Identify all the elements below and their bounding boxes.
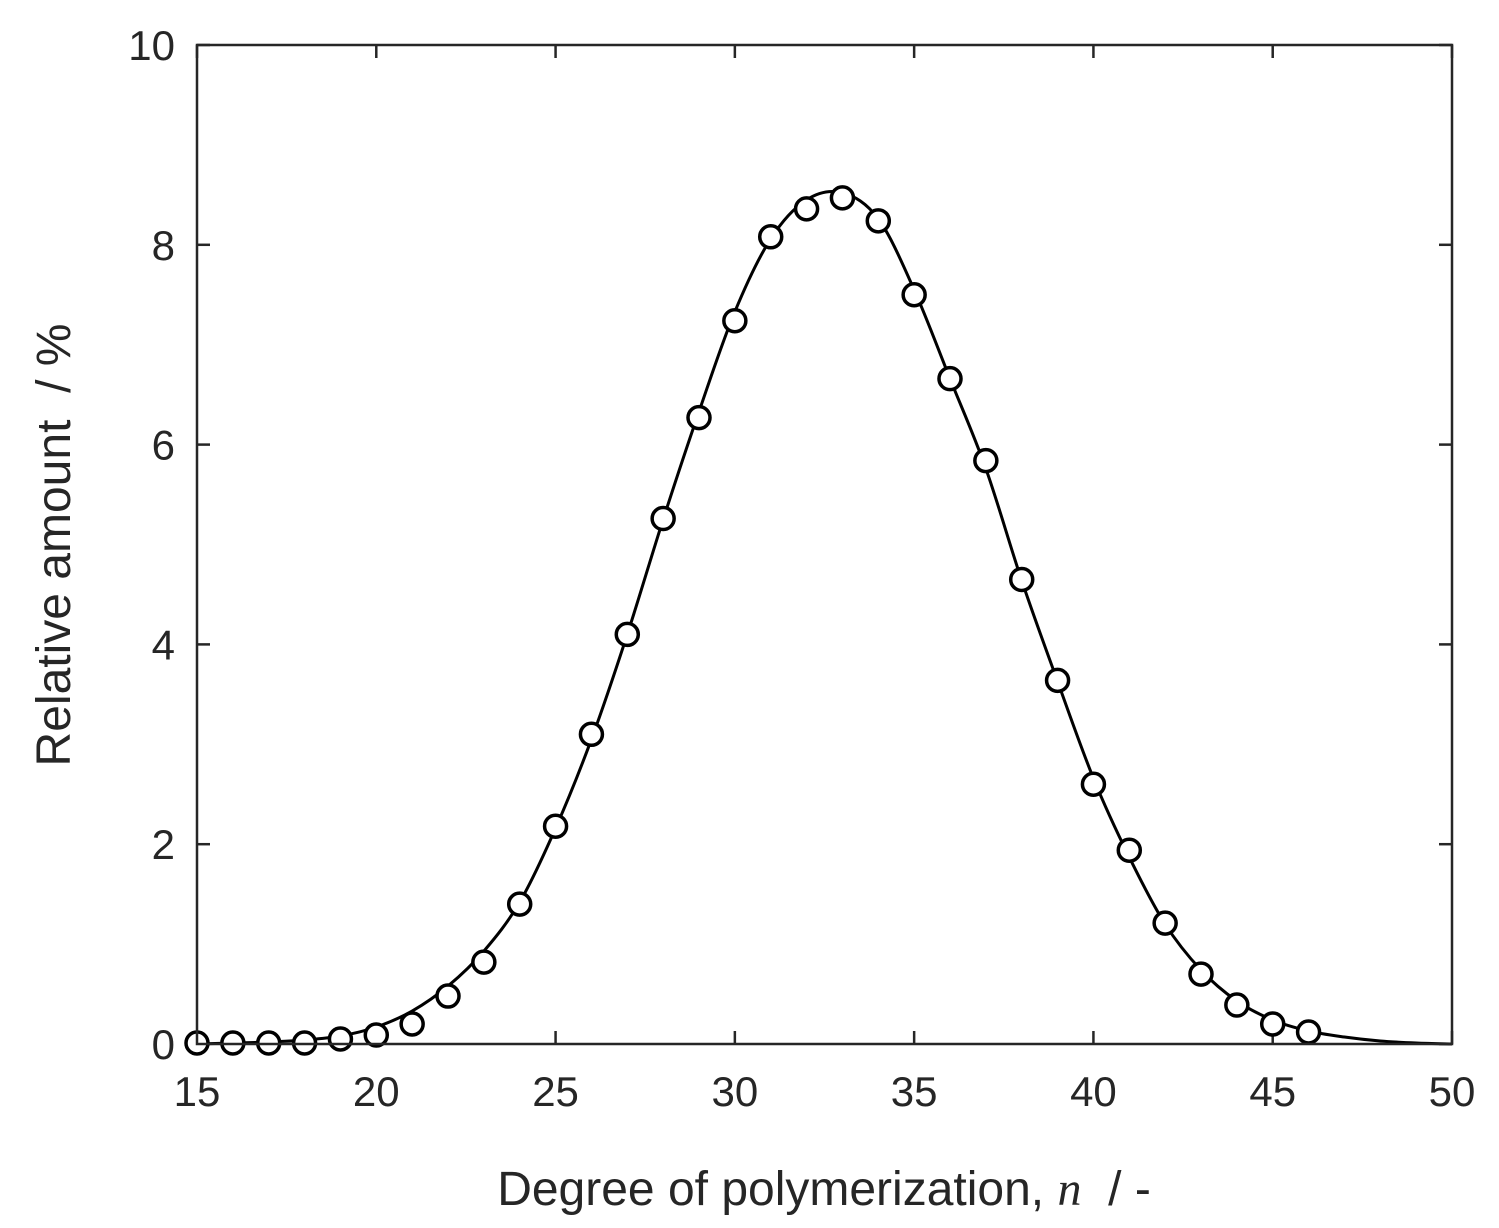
y-tick-label: 2	[152, 821, 175, 868]
y-tick-label: 8	[152, 222, 175, 269]
data-point	[1152, 910, 1178, 936]
x-tick-label: 30	[711, 1068, 758, 1115]
data-point	[937, 365, 963, 392]
data-point	[650, 505, 676, 532]
data-point	[399, 1011, 425, 1037]
x-axis-label: Degree of polymerization, n / -	[497, 1163, 1151, 1216]
x-axis-label-prefix: Degree of polymerization,	[497, 1163, 1057, 1216]
data-point	[793, 196, 820, 222]
data-point	[363, 1022, 390, 1048]
x-tick-label: 20	[353, 1068, 400, 1115]
plot-background	[197, 45, 1452, 1044]
data-point	[865, 208, 892, 234]
y-tick-label: 0	[152, 1021, 175, 1068]
data-point	[327, 1026, 354, 1052]
y-tick-label: 6	[152, 422, 175, 469]
y-tick-label: 4	[152, 621, 175, 668]
data-point	[973, 447, 999, 474]
data-point	[1295, 1019, 1322, 1045]
x-tick-label: 40	[1070, 1068, 1117, 1115]
data-point	[757, 224, 784, 250]
data-point	[686, 404, 712, 431]
x-tick-label: 50	[1429, 1068, 1476, 1115]
data-point	[435, 983, 461, 1009]
data-point	[722, 307, 748, 334]
data-markers	[184, 185, 1322, 1056]
x-axis-label-suffix: / -	[1081, 1163, 1150, 1216]
data-point	[1008, 566, 1035, 593]
data-point	[829, 185, 856, 211]
data-point	[1116, 837, 1143, 863]
data-point	[901, 282, 927, 308]
x-tick-label: 25	[532, 1068, 579, 1115]
plot-frame	[195, 43, 1454, 1046]
y-tick-label: 10	[128, 22, 175, 69]
data-point	[542, 813, 569, 839]
data-point	[471, 949, 497, 975]
fit-curve	[196, 190, 1453, 1046]
y-axis-label: Relative amount / %	[28, 324, 81, 767]
data-point	[1259, 1011, 1286, 1037]
tick-labels: 15 20 25 30 35 40 45 50 0 2 4 6 8 10	[128, 22, 1475, 1115]
x-tick-label: 35	[891, 1068, 938, 1115]
x-axis-label-variable: n	[1057, 1163, 1081, 1216]
data-point	[506, 891, 533, 917]
data-point	[1044, 667, 1071, 694]
x-tick-label: 15	[174, 1068, 221, 1115]
x-tick-label: 45	[1249, 1068, 1296, 1115]
data-point	[578, 721, 605, 748]
data-point	[1224, 992, 1250, 1018]
data-point	[614, 621, 641, 648]
data-point	[1080, 771, 1107, 798]
data-point	[1188, 961, 1214, 987]
